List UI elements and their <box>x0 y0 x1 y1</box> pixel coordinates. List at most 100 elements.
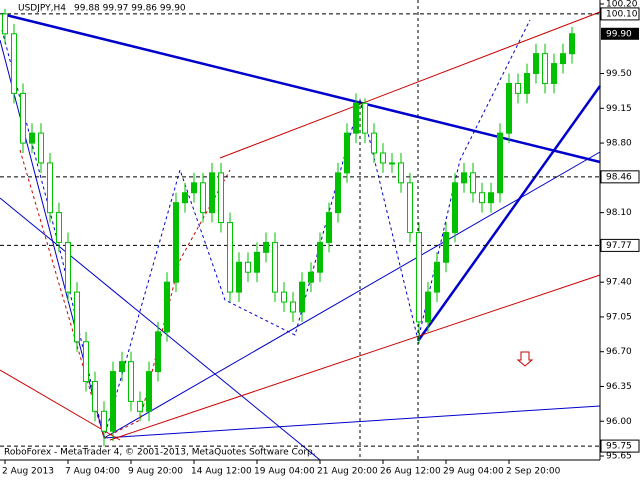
level-box <box>600 439 640 453</box>
candle-body <box>299 281 305 313</box>
candle-body <box>110 371 116 432</box>
y-tick-label: 98.80 <box>606 139 632 149</box>
candle-body <box>227 222 233 293</box>
candle-body <box>83 341 89 383</box>
candle-body <box>425 291 431 323</box>
candle-body <box>119 361 125 373</box>
level-label: 100.10 <box>606 9 638 19</box>
current-price-label: 99.90 <box>606 29 632 39</box>
down-arrow <box>516 351 534 367</box>
candle-body <box>542 53 548 84</box>
candle-body <box>56 212 62 243</box>
y-tick-label: 97.40 <box>606 278 632 288</box>
candle-body <box>263 241 269 253</box>
x-tick-label: 19 Aug 04:00 <box>254 467 315 477</box>
candle-body <box>236 261 242 293</box>
x-tick-label: 21 Aug 20:00 <box>317 467 378 477</box>
trend-line <box>103 405 601 439</box>
channel-line <box>0 369 121 441</box>
y-tick-label: 97.05 <box>606 312 632 322</box>
candle-body <box>353 102 359 134</box>
level-box <box>600 238 640 252</box>
candle-body <box>101 410 107 432</box>
candle-body <box>290 301 296 313</box>
y-tick-label: 100.20 <box>606 0 638 9</box>
candle-body <box>245 261 251 273</box>
candle-body <box>191 182 197 194</box>
candle-body <box>164 281 170 333</box>
candle-body <box>254 251 260 273</box>
candle-body <box>551 63 557 84</box>
level-box <box>600 170 640 184</box>
y-tick-label: 99.50 <box>606 69 632 79</box>
candle-body <box>317 241 323 273</box>
candle-body <box>398 162 404 184</box>
candle-body <box>524 73 530 94</box>
candle-body <box>20 92 26 144</box>
level-label: 97.77 <box>606 241 632 251</box>
chart-title: USDJPY,H4 <box>18 4 66 14</box>
candle-body <box>443 231 449 263</box>
x-tick-label: 7 Aug 04:00 <box>65 467 120 477</box>
candle-body <box>92 381 98 412</box>
candle-body <box>344 132 350 174</box>
x-tick-label: 29 Aug 04:00 <box>443 467 504 477</box>
x-tick-label: 2 Sep 20:00 <box>506 467 561 477</box>
y-tick-label: 96.35 <box>606 382 632 392</box>
candle-body <box>47 162 53 214</box>
x-tick-label: 2 Aug 2013 <box>2 467 54 477</box>
trend-line <box>416 85 602 342</box>
candle-body <box>533 53 539 75</box>
candle-body <box>128 361 134 402</box>
y-tick-label: 99.15 <box>606 104 632 114</box>
candle-body <box>137 400 143 412</box>
candle-body <box>308 271 314 283</box>
y-tick-label: 95.65 <box>606 452 632 462</box>
candle-body <box>461 172 467 184</box>
trend-line <box>103 151 601 439</box>
footer: RoboForex - MetaTrader 4, © 2001-2013, M… <box>4 448 316 458</box>
trend-line <box>0 197 321 461</box>
candle-body <box>488 192 494 204</box>
candle-body <box>146 371 152 412</box>
candle-body <box>38 132 44 164</box>
candle-body <box>200 182 206 214</box>
candle-body <box>416 231 422 323</box>
candle-body <box>362 102 368 134</box>
candle-body <box>2 13 8 35</box>
candle-body <box>65 241 71 293</box>
candle-body <box>380 152 386 164</box>
y-tick-label: 96.70 <box>606 347 632 357</box>
candle-body <box>155 331 161 373</box>
x-tick-label: 9 Aug 20:00 <box>128 467 183 477</box>
candle-body <box>389 162 395 165</box>
candle-body <box>74 291 80 343</box>
candle-body <box>452 182 458 233</box>
candle-body <box>173 202 179 283</box>
x-tick-label: 26 Aug 12:00 <box>380 467 441 477</box>
y-tick-label: 98.10 <box>606 208 632 218</box>
candle-body <box>560 53 566 65</box>
y-tick-label: 96.00 <box>606 417 632 427</box>
candle-body <box>497 132 503 194</box>
candle-body <box>326 212 332 243</box>
candle-body <box>506 82 512 134</box>
candle-body <box>218 172 224 224</box>
ohlc-text: 99.88 99.97 99.86 99.90 <box>74 4 186 14</box>
level-label: 98.46 <box>606 172 632 182</box>
level-box <box>600 7 640 21</box>
candle-body <box>434 261 440 293</box>
candle-body <box>515 82 521 94</box>
channel-line <box>219 11 601 159</box>
candle-body <box>371 132 377 154</box>
candle-body <box>281 291 287 303</box>
candle-body <box>11 33 17 94</box>
candle-body <box>272 241 278 293</box>
wave-line <box>1 19 531 440</box>
x-tick-label: 14 Aug 12:00 <box>191 467 252 477</box>
candle-body <box>209 172 215 214</box>
channel-line <box>109 274 601 441</box>
candle-body <box>470 172 476 194</box>
level-label: 95.75 <box>606 442 632 452</box>
